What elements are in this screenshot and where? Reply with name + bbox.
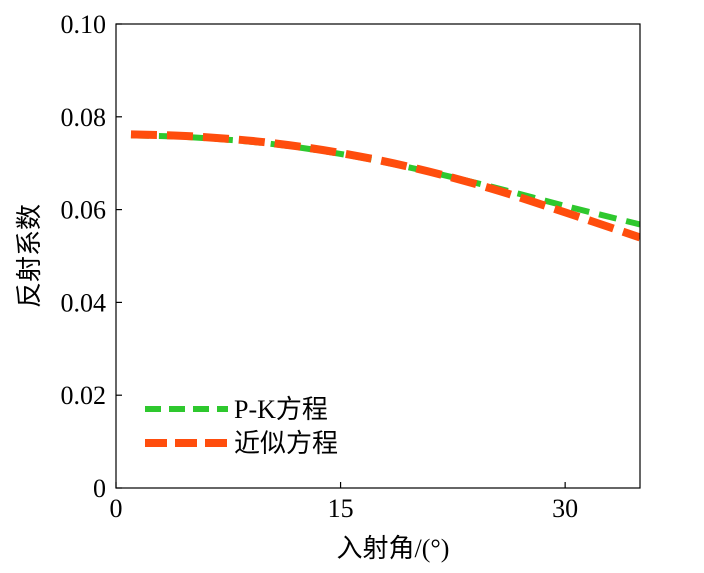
y-tick-label: 0.08	[61, 103, 107, 132]
x-tick-label: 30	[552, 494, 578, 523]
plot-frame	[115, 23, 641, 489]
x-axis-title: 入射角/(°)	[337, 534, 450, 563]
y-axis-title: 反射系数	[15, 204, 44, 308]
legend-label: 近似方程	[234, 429, 338, 458]
y-tick-label: 0.10	[61, 10, 107, 39]
y-tick-label: 0.04	[61, 288, 107, 317]
y-tick-label: 0.02	[61, 381, 107, 410]
y-tick-label: 0.06	[61, 196, 107, 225]
y-tick-label: 0	[93, 474, 106, 503]
x-tick-label: 15	[328, 494, 354, 523]
legend-label: P-K方程	[234, 395, 328, 424]
x-tick-label: 0	[110, 494, 123, 523]
series-layer	[130, 130, 640, 242]
series-line-2	[130, 130, 640, 242]
ticks-layer: 0 15 30 0 0.02 0.04 0.06 0.08 0.10	[61, 10, 579, 523]
